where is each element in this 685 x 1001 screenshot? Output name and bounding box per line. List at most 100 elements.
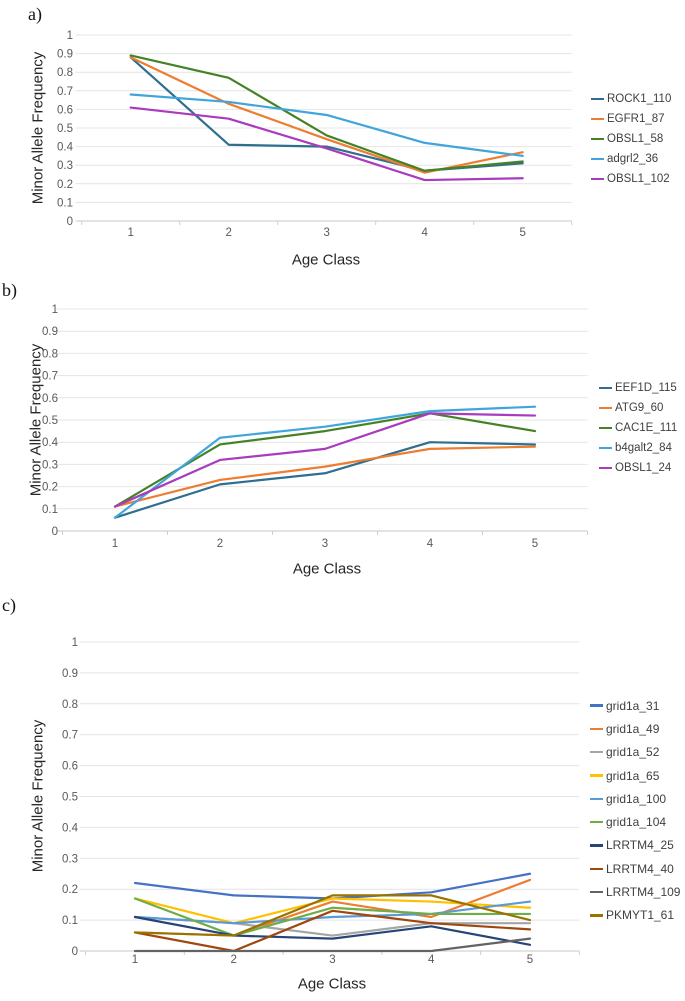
legend-series-label: grid1a_52 xyxy=(606,745,660,760)
y-tick-label: 0.2 xyxy=(42,482,58,494)
y-tick-label: 1 xyxy=(72,637,78,649)
x-tick-label: 3 xyxy=(322,538,328,550)
legend-series-label: CAC1E_111 xyxy=(615,422,678,434)
series-line-OBSL1_58 xyxy=(129,54,524,172)
series-line-adgrl2_36 xyxy=(129,93,524,157)
legend-series-label: LRRTM4_25 xyxy=(606,838,674,853)
series-line-b4galt2_84 xyxy=(113,405,537,519)
x-tick-label: 1 xyxy=(127,227,133,239)
series-line-PKMYT1_61 xyxy=(133,894,532,937)
chart-b-y-axis-title: Minor Allele Frequency xyxy=(27,343,45,497)
legend-item-PKMYT1_61: PKMYT1_61 xyxy=(590,904,680,927)
legend-series-label: grid1a_104 xyxy=(606,815,667,830)
legend-item-OBSL1_24: OBSL1_24 xyxy=(599,458,677,478)
legend-series-label: EGFR1_87 xyxy=(607,113,665,125)
y-tick-label: 0.6 xyxy=(57,104,73,116)
legend-item-CAC1E_111: CAC1E_111 xyxy=(599,418,677,438)
legend-series-label: PKMYT1_61 xyxy=(606,908,675,923)
y-tick-label: 0.9 xyxy=(62,668,78,680)
chart-c-line-chart: 0 0.1 0.2 0.3 0.4 0.5 0.6 0.7 0.8 0.9 1 1 2 3 4 5 xyxy=(62,637,580,966)
legend-color-dash xyxy=(599,446,612,450)
legend-item-adgrl2_36: adgrl2_36 xyxy=(591,149,671,169)
legend-color-dash xyxy=(591,177,604,181)
series-line-OBSL1_102 xyxy=(129,106,524,182)
legend-series-label: grid1a_100 xyxy=(606,791,667,806)
y-tick-label: 1 xyxy=(67,30,73,42)
chart-b-line-chart: 0 0.1 0.2 0.3 0.4 0.5 0.6 0.7 0.8 0.9 1 1 2 3 4 5 xyxy=(42,304,588,550)
y-tick-label: 0.3 xyxy=(42,459,58,471)
legend-series-label: b4galt2_84 xyxy=(615,442,672,454)
legend-color-dash xyxy=(590,797,603,801)
x-tick-label: 5 xyxy=(527,954,533,966)
chart-a-line-chart: 0 0.1 0.2 0.3 0.4 0.5 0.6 0.7 0.8 0.9 1 1 2 3 4 5 xyxy=(57,30,573,239)
chart-c-x-axis-title: Age Class xyxy=(297,975,367,993)
y-tick-label: 0.8 xyxy=(62,699,78,711)
legend-series-label: OBSL1_102 xyxy=(607,173,670,185)
y-tick-label: 0.5 xyxy=(62,792,78,804)
y-tick-label: 0 xyxy=(72,946,78,958)
legend-item-OBSL1_102: OBSL1_102 xyxy=(591,169,671,189)
legend-item-EEF1D_115: EEF1D_115 xyxy=(599,378,677,398)
y-tick-label: 0.1 xyxy=(42,504,58,516)
series-line-OBSL1_24 xyxy=(113,412,537,508)
legend-color-dash xyxy=(590,751,603,754)
y-tick-label: 0.2 xyxy=(62,884,78,896)
x-tick-label: 2 xyxy=(231,954,237,966)
legend-color-dash xyxy=(590,890,603,894)
x-tick-label: 3 xyxy=(323,227,329,239)
legend-series-label: grid1a_49 xyxy=(606,721,660,736)
y-tick-label: 0.2 xyxy=(57,179,73,191)
legend-color-dash xyxy=(591,117,604,121)
legend-color-dash xyxy=(590,727,603,731)
y-tick-label: 0.6 xyxy=(42,393,58,405)
legend-series-label: OBSL1_24 xyxy=(615,462,672,474)
series-line-EEF1D_115 xyxy=(113,441,537,519)
legend-color-dash xyxy=(590,704,603,707)
y-tick-label: 0.1 xyxy=(57,197,73,209)
series-line-grid1a_100 xyxy=(133,900,532,925)
y-tick-label: 0.9 xyxy=(42,326,58,338)
y-tick-label: 0.4 xyxy=(42,437,59,449)
legend-series-label: grid1a_31 xyxy=(606,698,660,713)
chart-a-y-axis-title: Minor Allele Frequency xyxy=(29,51,47,205)
x-tick-label: 2 xyxy=(225,227,231,239)
legend-color-dash xyxy=(599,406,612,410)
y-tick-label: 0.7 xyxy=(42,371,58,383)
legend-color-dash xyxy=(590,820,603,824)
series-line-LRRTM4_25 xyxy=(133,915,532,946)
y-tick-label: 0.4 xyxy=(62,822,79,834)
legend-item-grid1a_49: grid1a_49 xyxy=(590,717,680,740)
x-tick-label: 1 xyxy=(132,954,138,966)
y-tick-label: 0 xyxy=(67,216,73,228)
legend-item-grid1a_31: grid1a_31 xyxy=(590,694,680,717)
legend-series-label: LRRTM4_109 xyxy=(606,885,681,900)
y-tick-label: 0.5 xyxy=(42,415,58,427)
y-tick-label: 0.7 xyxy=(62,730,78,742)
y-tick-label: 0.5 xyxy=(57,123,73,135)
legend-item-grid1a_104: grid1a_104 xyxy=(590,810,680,833)
legend-item-grid1a_65: grid1a_65 xyxy=(590,764,680,787)
legend-color-dash xyxy=(599,466,612,470)
series-line-grid1a_104 xyxy=(133,897,532,937)
legend-series-label: EEF1D_115 xyxy=(615,382,677,394)
legend-item-LRRTM4_25: LRRTM4_25 xyxy=(590,834,680,857)
y-tick-label: 1 xyxy=(52,304,58,316)
legend-color-dash xyxy=(591,137,604,141)
legend-item-LRRTM4_40: LRRTM4_40 xyxy=(590,857,680,880)
panel-c-label: c) xyxy=(2,595,16,615)
x-tick-label: 4 xyxy=(421,227,428,239)
chart-b-legend: EEF1D_115 ATG9_60 CAC1E_111 b4galt2_84 OBSL1… xyxy=(599,378,677,478)
y-tick-label: 0 xyxy=(52,526,58,538)
legend-color-dash xyxy=(591,97,604,101)
chart-c-y-axis-title: Minor Allele Frequency xyxy=(29,719,47,873)
legend-series-label: ROCK1_110 xyxy=(607,93,672,105)
legend-series-label: grid1a_65 xyxy=(606,768,660,783)
legend-color-dash xyxy=(590,914,603,917)
y-tick-label: 0.6 xyxy=(62,761,78,773)
legend-item-ATG9_60: ATG9_60 xyxy=(599,398,677,418)
legend-item-b4galt2_84: b4galt2_84 xyxy=(599,438,677,458)
chart-a-legend: ROCK1_110 EGFR1_87 OBSL1_58 adgrl2_36 OBSL1_… xyxy=(591,89,671,189)
x-tick-label: 5 xyxy=(519,227,525,239)
